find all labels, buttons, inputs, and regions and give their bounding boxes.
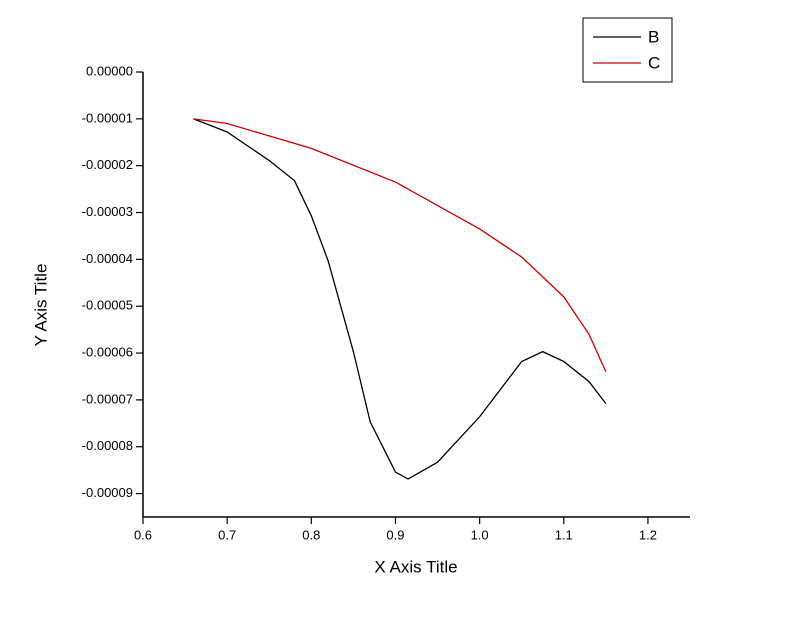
y-axis-title: Y Axis Title xyxy=(31,264,50,347)
y-tick-label: -0.00006 xyxy=(82,344,133,359)
x-tick-label: 0.8 xyxy=(302,527,320,542)
x-axis-title: X Axis Title xyxy=(374,557,457,576)
y-tick-label: -0.00008 xyxy=(82,438,133,453)
y-tick-label: -0.00001 xyxy=(82,110,133,125)
legend-label: C xyxy=(648,53,660,72)
legend-label: B xyxy=(648,27,659,46)
x-tick-label: 0.6 xyxy=(134,527,152,542)
y-tick-label: -0.00003 xyxy=(82,204,133,219)
y-tick-label: -0.00002 xyxy=(82,157,133,172)
x-tick-label: 1.0 xyxy=(471,527,489,542)
line-series xyxy=(193,118,607,480)
y-tick-label: 0.00000 xyxy=(86,63,133,78)
y-tick-label: -0.00004 xyxy=(82,251,133,266)
legend-box xyxy=(582,17,673,83)
x-tick-label: 0.9 xyxy=(386,527,404,542)
y-tick-label: -0.00007 xyxy=(82,391,133,406)
y-tick-label: -0.00005 xyxy=(82,298,133,313)
x-tick-label: 1.2 xyxy=(639,527,657,542)
y-tick-label: -0.00009 xyxy=(82,485,133,500)
line-series xyxy=(193,118,607,373)
x-tick-label: 0.7 xyxy=(218,527,236,542)
x-tick-label: 1.1 xyxy=(555,527,573,542)
